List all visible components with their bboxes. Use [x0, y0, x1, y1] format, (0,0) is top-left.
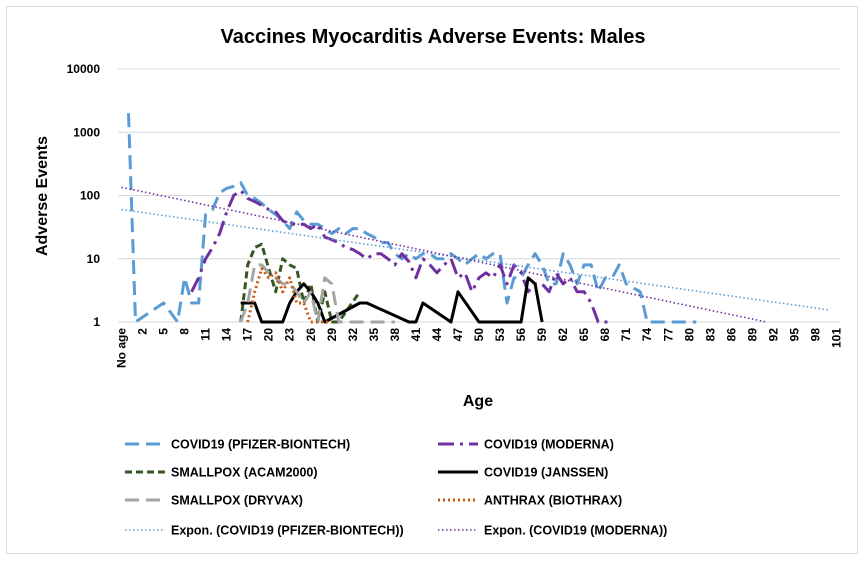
legend-label: COVID19 (MODERNA) [484, 438, 614, 452]
x-tick-label: 68 [598, 328, 612, 342]
x-tick-label: 50 [472, 328, 486, 342]
x-tick-label: 77 [661, 328, 675, 342]
x-tick-label: 53 [493, 328, 507, 342]
x-tick-label: 41 [409, 328, 423, 342]
x-tick-label: 17 [241, 328, 255, 342]
x-tick-label: 23 [283, 328, 297, 342]
y-tick-labels: 10000 1000 100 10 1 [67, 62, 101, 329]
y-tick-label: 1000 [73, 125, 100, 139]
x-tick-label: 71 [619, 328, 633, 342]
x-tick-label: 2 [136, 328, 150, 335]
legend-label: ANTHRAX (BIOTHRAX) [484, 494, 622, 508]
x-tick-label: 44 [430, 328, 444, 342]
x-tick-label: 29 [325, 328, 339, 342]
x-tick-label: 5 [157, 328, 171, 335]
legend: COVID19 (PFIZER-BIONTECH) COVID19 (MODERN… [125, 438, 667, 538]
legend-label: SMALLPOX (ACAM2000) [171, 466, 318, 480]
gridlines [118, 68, 840, 323]
x-tick-label: 47 [451, 328, 465, 342]
x-tick-label: 101 [829, 328, 843, 348]
series-line-anthrax-biothrax [246, 267, 332, 324]
x-tick-labels: No age 2 5 8 11 14 17 20 23 26 29 32 35 38 41 44 47 50 53 5… [115, 328, 844, 368]
series-line-expon-covid19-pfizer-biontech [121, 208, 830, 311]
series-line-covid19-pfizer-biontech [127, 113, 697, 324]
x-tick-label: 98 [808, 328, 822, 342]
y-tick-label: 100 [80, 189, 100, 203]
x-tick-label: 26 [304, 328, 318, 342]
chart-title: Vaccines Myocarditis Adverse Events: Mal… [220, 26, 645, 48]
x-tick-label: 89 [745, 328, 759, 342]
series-line-smallpox-acam2000 [239, 242, 362, 324]
x-tick-label: No age [115, 328, 129, 368]
y-tick-label: 10 [87, 252, 101, 266]
legend-label: Expon. (COVID19 (MODERNA)) [484, 524, 667, 538]
legend-label: Expon. (COVID19 (PFIZER-BIONTECH)) [171, 524, 404, 538]
x-tick-label: 32 [346, 328, 360, 342]
series-line-covid19-janssen [240, 276, 544, 324]
x-tick-label: 14 [220, 328, 234, 342]
x-tick-label: 95 [787, 328, 801, 342]
series-lines [121, 113, 830, 324]
x-tick-label: 56 [514, 328, 528, 342]
x-tick-label: 65 [577, 328, 591, 342]
chart-frame [6, 6, 858, 554]
x-tick-label: 35 [367, 328, 381, 342]
y-tick-label: 1 [93, 315, 100, 329]
legend-label: SMALLPOX (DRYVAX) [171, 494, 303, 508]
y-tick-label: 10000 [67, 62, 101, 76]
x-axis-title: Age [463, 393, 493, 410]
legend-label: COVID19 (JANSSEN) [484, 466, 608, 480]
x-tick-label: 86 [724, 328, 738, 342]
x-tick-label: 83 [703, 328, 717, 342]
x-tick-label: 8 [178, 328, 192, 335]
x-tick-label: 92 [766, 328, 780, 342]
x-tick-label: 74 [640, 328, 654, 342]
x-tick-label: 62 [556, 328, 570, 342]
y-axis-title: Adverse Events [34, 136, 51, 256]
series-line-expon-covid19-moderna [121, 186, 767, 323]
series-line-smallpox-dryvax [239, 263, 395, 324]
legend-label: COVID19 (PFIZER-BIONTECH) [171, 438, 350, 452]
x-tick-label: 80 [682, 328, 696, 342]
x-tick-label: 59 [535, 328, 549, 342]
x-tick-label: 20 [262, 328, 276, 342]
x-tick-label: 11 [199, 328, 213, 341]
x-tick-label: 38 [388, 328, 402, 342]
